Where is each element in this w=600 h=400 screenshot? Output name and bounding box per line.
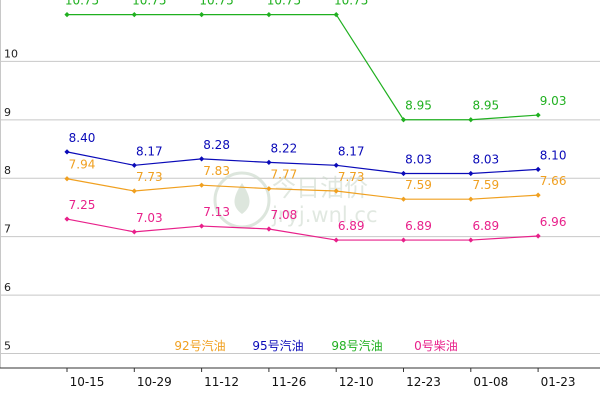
grid	[0, 0, 600, 369]
data-labels: 7.94 7.73 7.83 7.77 7.73 7.59 7.59 7.66 8.40 8.17…	[65, 0, 567, 233]
data-label: 6.89	[472, 219, 499, 233]
data-label: 8.03	[472, 152, 499, 166]
legend-entry: 0号柴油	[414, 339, 458, 353]
data-label: 7.03	[136, 211, 163, 225]
x-tick-label: 10-15	[70, 375, 105, 389]
data-point	[266, 12, 272, 18]
data-point	[199, 182, 205, 188]
data-label: 10.75	[199, 0, 233, 8]
x-tick-label: 11-26	[271, 375, 306, 389]
data-label: 7.94	[69, 158, 96, 172]
data-point	[64, 216, 70, 222]
data-label: 8.95	[405, 99, 432, 113]
legend: 92号汽油 95号汽油 98号汽油 0号柴油	[174, 338, 457, 353]
data-label: 8.10	[540, 148, 567, 162]
data-label: 8.03	[405, 152, 432, 166]
data-point	[535, 166, 541, 172]
data-point	[131, 12, 137, 18]
data-label: 6.89	[405, 219, 432, 233]
x-axis-ticks: 10-15 10-29 11-12 11-26 12-10 12-23 01-08 01-23	[66, 368, 576, 389]
series-line-0	[66, 178, 539, 200]
data-point	[333, 12, 339, 18]
data-label: 7.73	[136, 170, 163, 184]
data-label: 10.75	[65, 0, 99, 8]
data-label: 9.03	[540, 94, 567, 108]
data-point	[266, 186, 272, 192]
watermark-text: 今日油价	[272, 174, 368, 202]
data-label: 10.75	[267, 0, 301, 8]
data-point	[535, 233, 541, 239]
data-point	[468, 117, 474, 123]
y-axis-ticks: 5 6 7 8 9 10	[4, 47, 18, 352]
data-label: 7.25	[69, 198, 96, 212]
data-label: 6.89	[338, 219, 365, 233]
x-tick-label: 11-12	[204, 375, 239, 389]
data-point	[64, 12, 70, 18]
data-label: 8.28	[203, 138, 230, 152]
y-tick-label: 10	[4, 47, 18, 60]
x-tick-label: 10-29	[137, 375, 172, 389]
data-point	[199, 12, 205, 18]
data-label: 7.83	[203, 164, 230, 178]
data-label: 6.96	[540, 215, 567, 229]
watermark-logo	[213, 171, 271, 229]
legend-entry: 98号汽油	[331, 338, 382, 353]
data-point	[131, 229, 137, 235]
data-point	[468, 237, 474, 243]
data-point	[400, 170, 407, 177]
x-tick-label: 12-23	[406, 375, 441, 389]
data-point	[64, 176, 70, 182]
y-tick-label: 9	[4, 106, 11, 119]
data-point	[199, 156, 205, 162]
data-point	[535, 112, 541, 118]
data-point	[131, 188, 137, 194]
data-point	[400, 237, 407, 243]
data-label: 8.17	[136, 144, 163, 158]
series-line-2	[67, 14, 539, 121]
data-point	[535, 192, 541, 198]
data-point	[468, 196, 474, 202]
legend-entry: 95号汽油	[252, 338, 303, 353]
y-tick-label: 6	[4, 281, 11, 294]
y-tick-label: 8	[4, 164, 11, 177]
series-lines	[64, 12, 541, 243]
watermark-drop-icon	[234, 183, 250, 214]
data-label: 10.75	[132, 0, 166, 8]
data-point	[199, 223, 205, 229]
data-point	[266, 226, 272, 232]
data-label: 7.59	[472, 178, 499, 192]
series-line-1	[66, 151, 539, 175]
data-point	[333, 162, 339, 168]
y-tick-label: 7	[4, 223, 11, 236]
data-label: 7.66	[540, 174, 567, 188]
data-label: 7.77	[271, 168, 298, 182]
watermark-url: jryj.wnl.cc	[271, 203, 378, 227]
data-label: 7.08	[271, 208, 298, 222]
data-label: 7.59	[405, 178, 432, 192]
data-label: 8.22	[271, 141, 298, 155]
data-point	[333, 188, 339, 194]
y-tick-label: 5	[4, 339, 11, 352]
data-label: 7.13	[203, 205, 230, 219]
x-tick-label: 01-23	[541, 375, 576, 389]
x-tick-label: 12-10	[339, 375, 374, 389]
data-point	[333, 237, 339, 243]
data-point	[266, 159, 272, 165]
data-point	[131, 162, 137, 168]
data-label: 8.17	[338, 144, 365, 158]
data-label: 7.73	[338, 170, 365, 184]
data-point	[64, 149, 70, 155]
data-point	[400, 196, 407, 202]
data-label: 10.75	[334, 0, 368, 8]
x-tick-label: 01-08	[473, 375, 508, 389]
data-label: 8.95	[472, 99, 499, 113]
data-label: 8.40	[69, 131, 96, 145]
legend-entry: 92号汽油	[174, 338, 225, 353]
data-point	[400, 117, 407, 123]
data-point	[468, 170, 474, 177]
series-line-3	[66, 218, 539, 241]
